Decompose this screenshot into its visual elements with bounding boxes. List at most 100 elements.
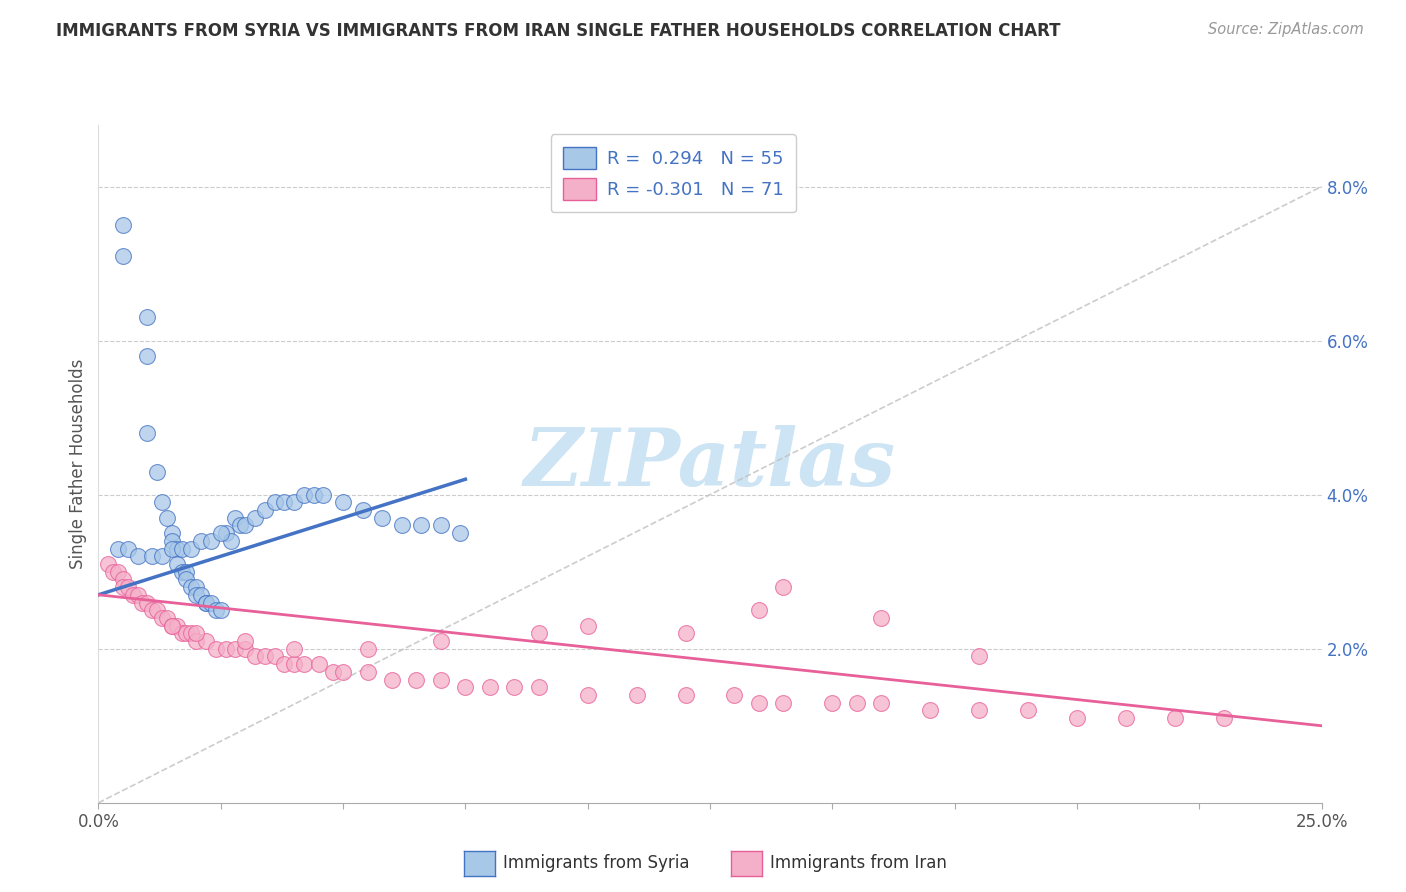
Point	[371, 510, 394, 524]
Point	[748, 603, 770, 617]
Point	[273, 657, 295, 672]
Point	[478, 680, 501, 694]
Point	[675, 626, 697, 640]
Point	[205, 641, 228, 656]
Point	[111, 218, 134, 232]
Point	[870, 696, 893, 710]
Point	[195, 634, 218, 648]
Point	[209, 603, 232, 617]
Legend: R =  0.294   N = 55, R = -0.301   N = 71: R = 0.294 N = 55, R = -0.301 N = 71	[551, 134, 796, 212]
Point	[772, 580, 794, 594]
Point	[131, 595, 153, 609]
Point	[190, 588, 212, 602]
Point	[136, 310, 159, 325]
Point	[821, 696, 844, 710]
Point	[967, 649, 990, 664]
Text: IMMIGRANTS FROM SYRIA VS IMMIGRANTS FROM IRAN SINGLE FATHER HOUSEHOLDS CORRELATI: IMMIGRANTS FROM SYRIA VS IMMIGRANTS FROM…	[56, 22, 1060, 40]
Point	[107, 541, 129, 556]
Y-axis label: Single Father Households: Single Father Households	[69, 359, 87, 569]
Point	[243, 649, 266, 664]
Point	[146, 465, 169, 479]
Point	[283, 641, 305, 656]
Point	[224, 510, 246, 524]
Point	[166, 541, 188, 556]
Point	[160, 541, 183, 556]
Point	[283, 495, 305, 509]
Point	[97, 557, 120, 571]
Point	[170, 565, 193, 579]
Point	[150, 495, 173, 509]
Point	[772, 696, 794, 710]
Point	[352, 503, 374, 517]
Point	[723, 688, 745, 702]
Point	[146, 603, 169, 617]
Point	[430, 518, 453, 533]
Point	[243, 510, 266, 524]
Point	[186, 588, 208, 602]
Point	[156, 611, 179, 625]
Point	[920, 703, 942, 717]
Point	[186, 580, 208, 594]
Point	[195, 595, 218, 609]
Point	[332, 495, 354, 509]
Point	[214, 641, 236, 656]
Point	[166, 618, 188, 632]
Point	[870, 611, 893, 625]
Point	[263, 649, 285, 664]
Point	[214, 526, 236, 541]
Point	[180, 580, 202, 594]
Point	[312, 488, 335, 502]
Point	[186, 626, 208, 640]
Point	[411, 518, 433, 533]
Point	[219, 533, 242, 548]
Point	[967, 703, 990, 717]
Text: ZIPatlas: ZIPatlas	[524, 425, 896, 502]
Point	[233, 641, 256, 656]
Point	[156, 510, 179, 524]
Point	[111, 580, 134, 594]
Point	[283, 657, 305, 672]
Point	[1164, 711, 1187, 725]
Point	[136, 349, 159, 363]
Point	[166, 557, 188, 571]
Text: Immigrants from Iran: Immigrants from Iran	[770, 855, 948, 872]
Point	[1066, 711, 1088, 725]
Point	[190, 533, 212, 548]
Point	[332, 665, 354, 679]
Point	[527, 680, 550, 694]
Point	[356, 641, 378, 656]
Point	[233, 634, 256, 648]
Point	[117, 580, 139, 594]
Point	[186, 634, 208, 648]
Point	[626, 688, 648, 702]
Point	[195, 595, 218, 609]
Point	[302, 488, 325, 502]
Point	[224, 641, 246, 656]
Point	[675, 688, 697, 702]
Point	[117, 541, 139, 556]
Point	[405, 673, 427, 687]
Point	[176, 573, 198, 587]
Text: Immigrants from Syria: Immigrants from Syria	[503, 855, 690, 872]
Point	[150, 611, 173, 625]
Point	[454, 680, 477, 694]
Point	[253, 649, 276, 664]
Point	[205, 603, 228, 617]
Point	[356, 665, 378, 679]
Point	[127, 588, 149, 602]
Point	[111, 573, 134, 587]
Point	[121, 588, 143, 602]
Point	[170, 626, 193, 640]
Point	[136, 425, 159, 440]
Point	[180, 626, 202, 640]
Point	[576, 688, 599, 702]
Point	[503, 680, 526, 694]
Point	[209, 526, 232, 541]
Point	[292, 657, 315, 672]
Point	[229, 518, 252, 533]
Point	[160, 618, 183, 632]
Point	[176, 565, 198, 579]
Point	[1212, 711, 1234, 725]
Point	[136, 595, 159, 609]
Point	[160, 618, 183, 632]
